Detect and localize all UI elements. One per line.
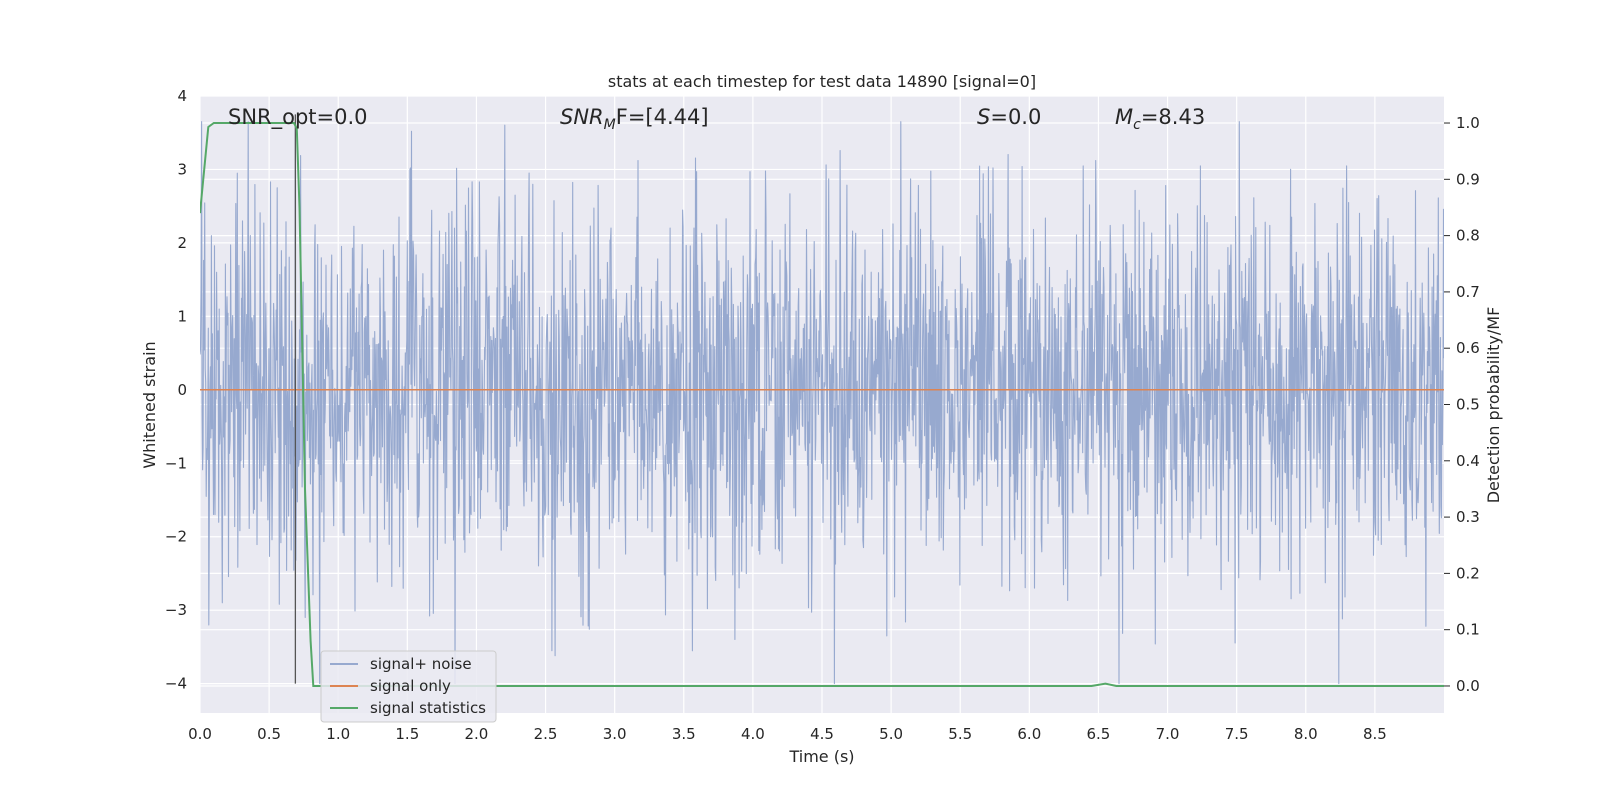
x-tick-label: 2.0 <box>465 725 489 743</box>
annotation-mc-main: M <box>1115 105 1133 129</box>
annotation-mc-rest: =8.43 <box>1141 105 1205 129</box>
annotation-snr-mf-main: SNR <box>560 105 604 129</box>
x-tick-label: 4.0 <box>741 725 765 743</box>
annotation-mc: Mc=8.43 <box>1115 105 1205 133</box>
y2-axis-label: Detection probability/MF <box>1484 307 1503 504</box>
y2-tick-label: 0.1 <box>1456 621 1480 639</box>
x-tick-label: 4.5 <box>810 725 834 743</box>
x-tick-label: 5.0 <box>879 725 903 743</box>
annotation-snr-mf-sub: M <box>604 117 616 133</box>
y-tick-label: 3 <box>177 160 187 178</box>
x-tick-label: 8.0 <box>1294 725 1318 743</box>
y-tick-label: 4 <box>177 87 187 105</box>
y2-tick-label: 0.7 <box>1456 283 1480 301</box>
x-axis-label: Time (s) <box>788 747 854 766</box>
y-tick-label: 0 <box>177 381 187 399</box>
x-tick-label: 3.0 <box>603 725 627 743</box>
annotation-s: S=0.0 <box>977 105 1041 129</box>
y-axis-label: Whitened strain <box>140 341 159 468</box>
x-tick-label: 2.5 <box>534 725 558 743</box>
annotation-s-rest: =0.0 <box>990 105 1041 129</box>
annotation-snr-mf: SNRMF=[4.44] <box>560 105 709 133</box>
x-tick-label: 8.5 <box>1363 725 1387 743</box>
plot-area <box>200 114 1444 687</box>
x-tick-label: 7.0 <box>1156 725 1180 743</box>
y-tick-labels: 4 3 2 1 0 −1 −2 −3 −4 <box>165 87 187 693</box>
x-tick-label: 3.5 <box>672 725 696 743</box>
y2-tick-label: 1.0 <box>1456 114 1480 132</box>
y2-tick-label: 0.3 <box>1456 508 1480 526</box>
y-tick-label: −4 <box>165 675 187 693</box>
x-tick-label: 7.5 <box>1225 725 1249 743</box>
x-tick-label: 6.5 <box>1087 725 1111 743</box>
legend-box <box>320 650 497 723</box>
series-signal-statistics <box>200 122 1444 687</box>
y2-tick-label: 0.0 <box>1456 677 1480 695</box>
x-tick-label: 0.5 <box>257 725 281 743</box>
annotation-snr-opt: SNR_opt=0.0 <box>228 105 368 130</box>
x-tick-label: 6.0 <box>1017 725 1041 743</box>
legend: signal+ noise signal only signal statist… <box>320 650 497 723</box>
y2-tick-label: 0.2 <box>1456 564 1480 582</box>
y2-tick-label: 0.4 <box>1456 452 1480 470</box>
x-tick-labels: 0.0 0.5 1.0 1.5 2.0 2.5 3.0 3.5 4.0 4.5 5.0 5.5 6.0 6… <box>188 725 1387 743</box>
x-tick-label: 5.5 <box>948 725 972 743</box>
series-signal-plus-noise <box>200 121 1444 685</box>
signal-plus-noise-line <box>200 121 1444 685</box>
y-tick-label: −3 <box>165 601 187 619</box>
x-tick-label: 0.0 <box>188 725 212 743</box>
y2-tick-label: 0.6 <box>1456 339 1480 357</box>
chart-title: stats at each timestep for test data 148… <box>608 72 1036 91</box>
legend-label-signal-plus-noise: signal+ noise <box>370 655 472 673</box>
y2-tick-labels: 1.0 0.9 0.8 0.7 0.6 0.5 0.4 0.3 0.2 0.1 0.0 <box>1444 114 1480 695</box>
x-tick-label: 1.0 <box>326 725 350 743</box>
y-tick-label: 1 <box>177 307 187 325</box>
annotation-mc-sub: c <box>1133 117 1141 133</box>
legend-label-signal-statistics: signal statistics <box>370 699 486 717</box>
annotation-snr-mf-rest: F=[4.44] <box>616 105 709 129</box>
legend-label-signal-only: signal only <box>370 677 451 695</box>
y-tick-label: 2 <box>177 234 187 252</box>
y-tick-label: −2 <box>165 528 187 546</box>
signal-statistics-line <box>200 122 1444 687</box>
y2-tick-label: 0.8 <box>1456 227 1480 245</box>
y-tick-label: −1 <box>165 454 187 472</box>
y2-tick-label: 0.5 <box>1456 396 1480 414</box>
x-tick-label: 1.5 <box>395 725 419 743</box>
annotation-s-main: S <box>977 105 990 129</box>
y2-tick-label: 0.9 <box>1456 170 1480 188</box>
